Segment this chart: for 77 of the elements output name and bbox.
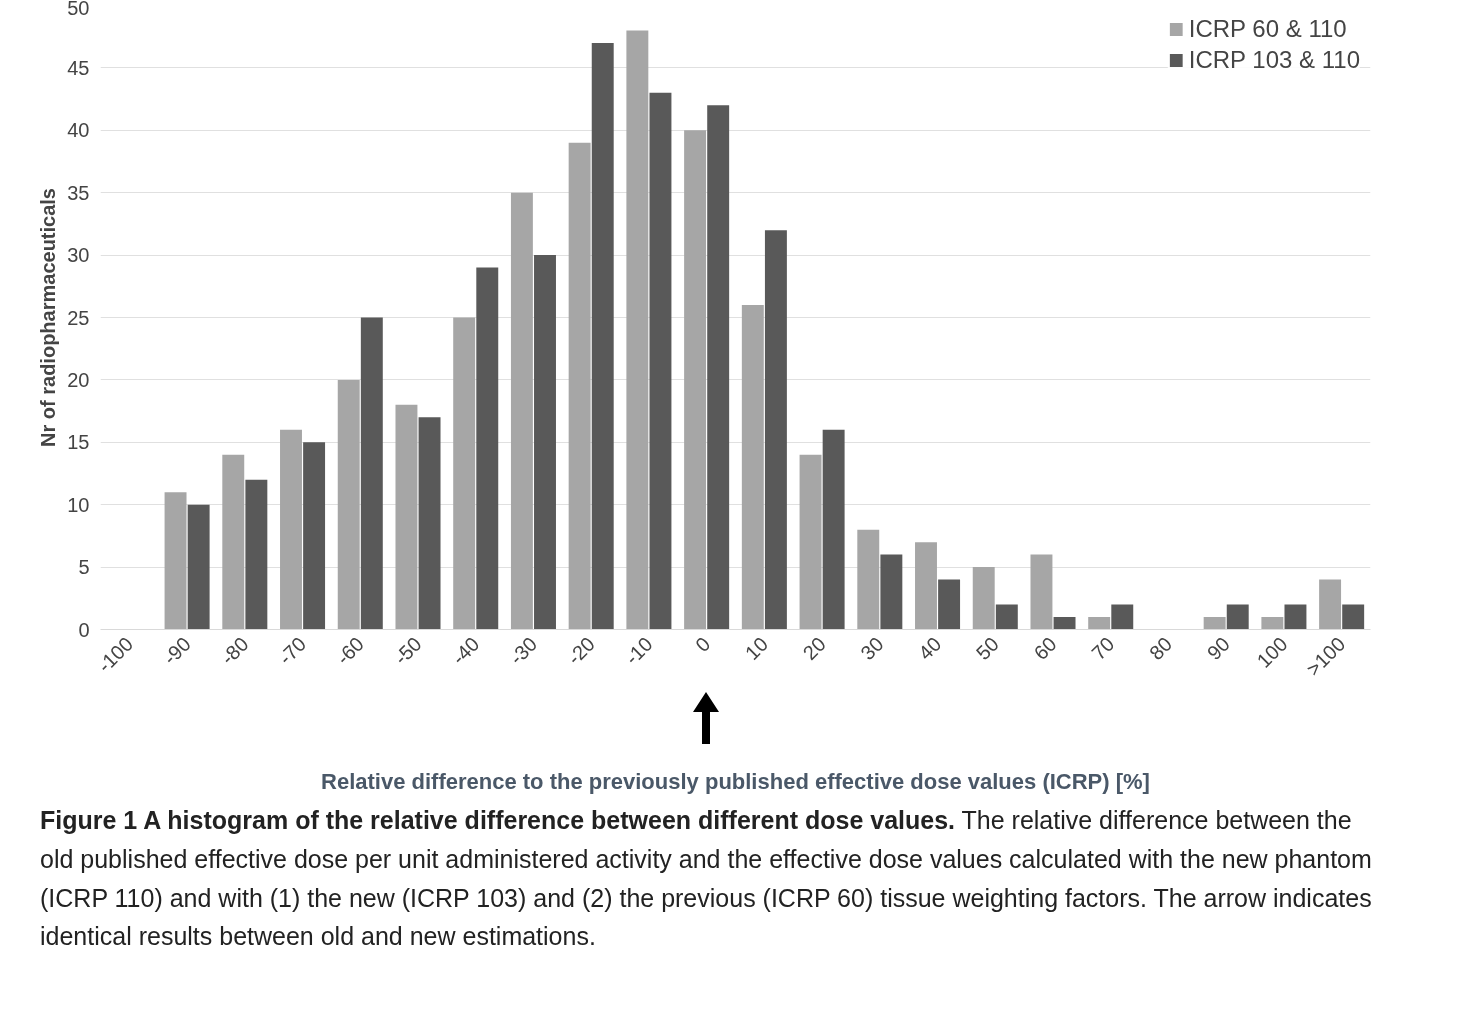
bar — [707, 105, 730, 630]
bar — [972, 567, 995, 630]
bar — [1030, 554, 1053, 630]
y-tick-label: 30 — [67, 244, 90, 267]
bar — [1261, 617, 1284, 630]
y-tick-label: 45 — [67, 56, 90, 79]
x-tick-label: -50 — [389, 632, 426, 669]
bar — [915, 542, 937, 630]
y-tick-label: 40 — [67, 119, 90, 142]
bar — [684, 130, 707, 630]
x-tick-label: 10 — [740, 632, 773, 665]
bar — [741, 305, 764, 630]
caption: Figure 1 A histogram of the relative difference between different dose values. — [40, 806, 956, 834]
bar — [880, 554, 903, 630]
legend-label: ICRP 60 & 110 — [1188, 15, 1347, 43]
x-tick-label: -60 — [332, 632, 369, 669]
bar — [164, 492, 187, 630]
bar — [649, 92, 672, 630]
x-tick-label: 100 — [1252, 632, 1292, 672]
x-tick-label: -90 — [158, 632, 195, 669]
y-tick-label: 0 — [78, 618, 90, 641]
bar — [1053, 617, 1076, 630]
y-tick-label: 25 — [67, 306, 90, 329]
x-tick-label: 30 — [856, 632, 888, 665]
bar — [418, 417, 441, 630]
bar — [534, 255, 556, 630]
bar — [280, 429, 302, 630]
bar — [1319, 579, 1342, 630]
x-tick-label: 20 — [798, 632, 830, 665]
bar — [337, 379, 360, 630]
bar — [303, 442, 326, 630]
x-tick-label: -30 — [505, 632, 542, 669]
legend-label: ICRP 103 & 110 — [1188, 46, 1360, 74]
x-tick-label: 0 — [690, 632, 715, 657]
y-tick-label: 10 — [67, 493, 90, 516]
x-tick-label: -70 — [274, 632, 311, 669]
y-tick-label: 20 — [67, 368, 90, 391]
x-tick-label: 60 — [1029, 632, 1061, 665]
y-tick-label: 5 — [78, 556, 90, 579]
bar — [395, 404, 418, 630]
y-axis-title: Nr of radiopharmaceuticals — [37, 188, 60, 447]
x-tick-label: -10 — [620, 632, 657, 669]
bar — [995, 604, 1018, 630]
y-tick-label: 35 — [67, 181, 90, 204]
x-tick-label: 90 — [1202, 632, 1234, 665]
x-tick-label: -80 — [216, 632, 253, 669]
x-tick-label: 80 — [1144, 632, 1177, 665]
x-tick-label: -100 — [93, 632, 138, 677]
bar — [938, 579, 961, 630]
bar — [1203, 617, 1226, 630]
bar — [187, 504, 210, 630]
bar — [360, 317, 383, 630]
bar — [453, 317, 476, 630]
bar — [568, 142, 591, 630]
y-tick-label: 15 — [67, 431, 90, 454]
bar — [822, 429, 845, 630]
y-tick-label: 50 — [67, 0, 90, 19]
bar — [799, 454, 822, 630]
bar — [591, 42, 614, 630]
bar — [626, 30, 649, 630]
bar — [1226, 604, 1249, 630]
bar — [245, 479, 268, 630]
bar — [764, 230, 787, 630]
bar — [857, 529, 880, 630]
bar — [1342, 604, 1365, 630]
bar — [1088, 617, 1111, 630]
bar — [222, 454, 245, 630]
x-axis-title: Relative difference to the previously published effective dose values (ICRP) [%] — [321, 768, 1150, 794]
x-tick-label: 40 — [914, 632, 946, 665]
bar — [1284, 604, 1307, 630]
x-tick-label: -20 — [562, 632, 599, 669]
x-tick-label: -40 — [447, 632, 484, 669]
bar — [1111, 604, 1134, 630]
x-tick-label: 50 — [971, 632, 1004, 665]
bar — [476, 267, 499, 630]
x-tick-label: 70 — [1087, 632, 1119, 665]
bar — [510, 192, 533, 630]
